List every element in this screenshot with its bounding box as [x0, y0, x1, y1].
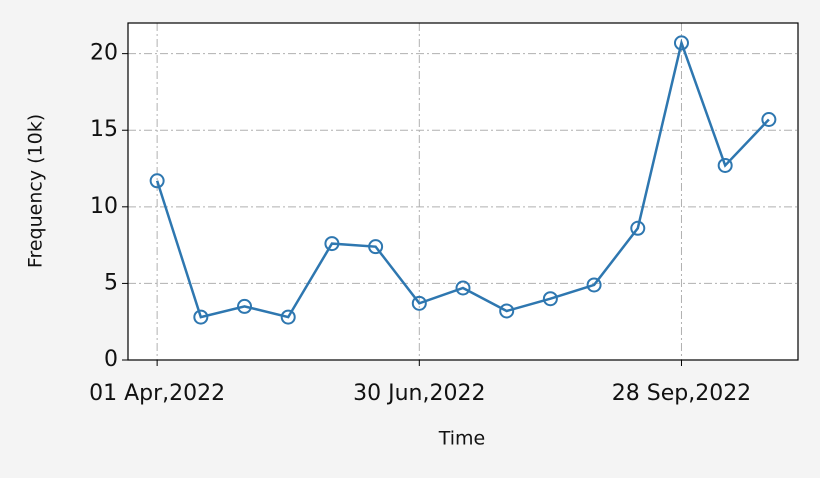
marker [542, 291, 558, 307]
y-tick-label: 15 [90, 117, 118, 142]
y-tick-label: 0 [104, 347, 118, 372]
marker [761, 112, 777, 128]
marker [630, 220, 646, 236]
plot-area [128, 23, 798, 360]
x-tick-label: 28 Sep,2022 [612, 381, 751, 406]
marker [149, 173, 165, 189]
x-tick-label: 30 Jun,2022 [353, 381, 485, 406]
y-tick-label: 20 [90, 41, 118, 66]
y-tick-label: 5 [104, 270, 118, 295]
x-axis-label: Time [438, 428, 486, 450]
marker [717, 157, 733, 173]
line [155, 38, 770, 319]
x-tick-label: 01 Apr,2022 [89, 381, 225, 406]
marker [324, 236, 340, 252]
y-tick-label: 10 [90, 194, 118, 219]
marker [499, 303, 515, 319]
marker [193, 309, 209, 325]
marker [280, 309, 296, 325]
marker [455, 280, 471, 296]
y-axis-label: Frequency (10k) [25, 114, 47, 268]
marker [673, 35, 689, 51]
plot-frame [127, 22, 799, 361]
marker [237, 298, 253, 314]
marker [586, 277, 602, 293]
marker [368, 239, 384, 255]
marker [411, 295, 427, 311]
